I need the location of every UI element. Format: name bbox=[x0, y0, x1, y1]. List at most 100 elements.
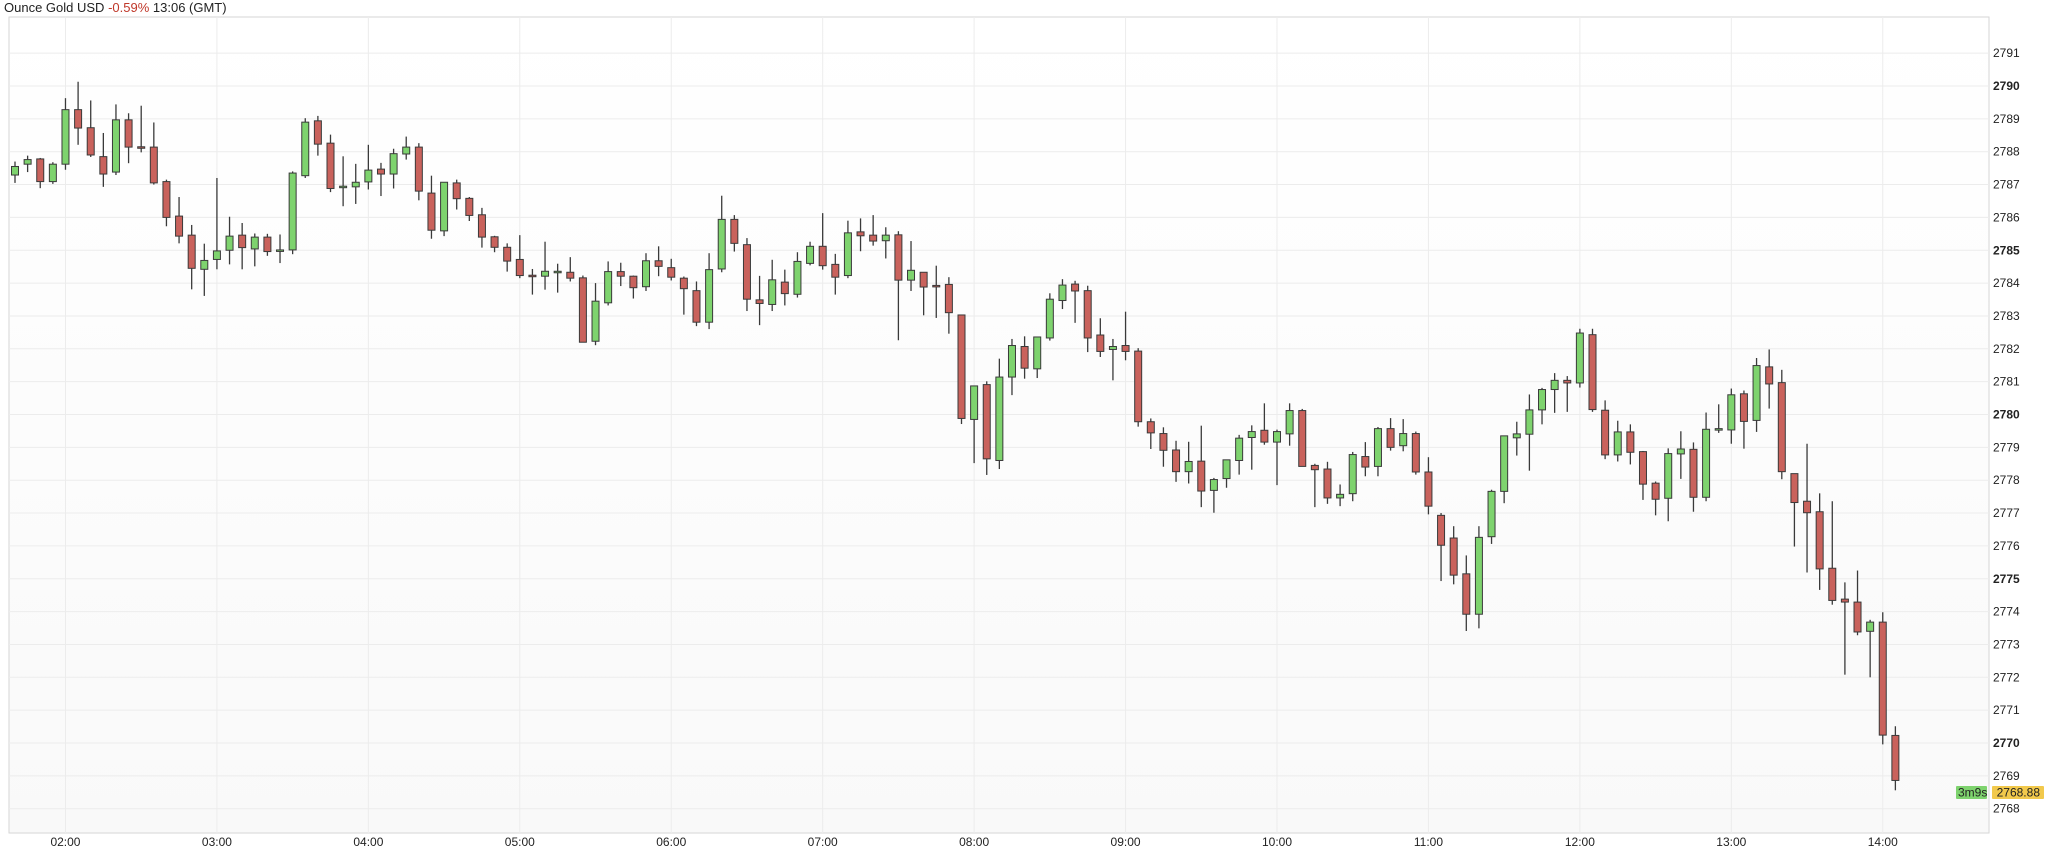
candle bbox=[1891, 726, 1900, 791]
candle bbox=[856, 218, 865, 252]
candle bbox=[541, 241, 550, 290]
candle bbox=[111, 104, 120, 176]
candle-body-down bbox=[1765, 366, 1774, 385]
candle-body-down bbox=[313, 120, 322, 145]
candle-body-up bbox=[1285, 410, 1294, 435]
candle bbox=[1714, 404, 1723, 433]
candle-body-up bbox=[440, 181, 449, 232]
candle bbox=[238, 222, 247, 270]
candle bbox=[1866, 619, 1875, 678]
candle-body-up bbox=[1033, 336, 1042, 370]
candle bbox=[187, 224, 196, 290]
candle bbox=[881, 227, 890, 259]
candle-body-up bbox=[705, 269, 714, 323]
candle-body-up bbox=[364, 169, 373, 183]
candle-body-up bbox=[604, 271, 613, 304]
candle bbox=[869, 215, 878, 246]
candle-body-down bbox=[1828, 567, 1837, 601]
candle-body-up bbox=[642, 260, 650, 288]
candle-body-up bbox=[1058, 284, 1067, 302]
candle-body-up bbox=[1752, 365, 1761, 421]
candle bbox=[440, 181, 449, 237]
candle bbox=[477, 207, 486, 248]
candle bbox=[1538, 387, 1547, 425]
candle-body-up bbox=[1474, 536, 1483, 615]
candle bbox=[23, 155, 32, 173]
candle-body-down bbox=[1638, 451, 1647, 485]
candle bbox=[1361, 442, 1370, 477]
candle-body-up bbox=[1866, 621, 1875, 632]
candle bbox=[919, 271, 928, 316]
candle bbox=[1651, 481, 1660, 516]
candle-body-down bbox=[477, 214, 486, 238]
candle-body-up bbox=[541, 270, 550, 277]
candle-body-down bbox=[780, 281, 789, 295]
chart-header: Ounce Gold USD -0.59% 13:06 (GMT) bbox=[4, 0, 227, 15]
candle-body-down bbox=[730, 218, 739, 244]
candle-body-down bbox=[238, 234, 247, 249]
current-price-label: 2768.88 bbox=[1997, 786, 2041, 800]
candle bbox=[414, 143, 423, 201]
candle-body-up bbox=[1209, 479, 1218, 491]
candle-body-up bbox=[1714, 428, 1723, 431]
last-update-time: 13:06 (GMT) bbox=[152, 0, 227, 15]
candle bbox=[137, 105, 146, 153]
candle bbox=[1020, 336, 1029, 379]
candle-body-up bbox=[768, 279, 777, 305]
candle bbox=[1285, 403, 1294, 446]
candle-body-down bbox=[490, 236, 499, 248]
candle bbox=[1638, 450, 1647, 500]
candle-body-up bbox=[288, 172, 297, 251]
candle-body-down bbox=[414, 146, 423, 192]
candle-body-down bbox=[427, 192, 436, 231]
candle bbox=[74, 81, 83, 145]
candle bbox=[604, 261, 613, 306]
candle bbox=[175, 197, 184, 244]
candle-body-down bbox=[137, 146, 146, 149]
candle bbox=[402, 136, 411, 160]
x-tick-label: 11:00 bbox=[1414, 835, 1443, 849]
candle bbox=[86, 100, 95, 157]
candle bbox=[1878, 612, 1887, 745]
x-tick-label: 06:00 bbox=[656, 835, 686, 849]
candle bbox=[1840, 582, 1849, 675]
candle-body-down bbox=[1134, 350, 1143, 423]
y-tick-label: 2790 bbox=[1993, 79, 2020, 93]
candles bbox=[11, 81, 1900, 791]
candle bbox=[452, 179, 461, 210]
candle-body-down bbox=[1739, 393, 1748, 422]
candle bbox=[427, 175, 436, 239]
candle bbox=[1424, 457, 1433, 515]
y-tick-label: 2782 bbox=[1993, 342, 2020, 356]
candle-body-up bbox=[843, 232, 852, 277]
y-tick-label: 2789 bbox=[1993, 112, 2020, 126]
candle-body-up bbox=[717, 218, 726, 270]
candle-body-down bbox=[1121, 345, 1130, 352]
candle bbox=[1298, 408, 1307, 467]
candle bbox=[578, 275, 587, 343]
candle-body-down bbox=[944, 283, 953, 314]
candle bbox=[528, 268, 537, 295]
y-tick-label: 2770 bbox=[1993, 736, 2020, 750]
candle bbox=[1512, 421, 1521, 456]
candle bbox=[957, 314, 966, 425]
candle-body-down bbox=[566, 271, 575, 279]
candle-body-down bbox=[1096, 334, 1105, 352]
candle bbox=[1247, 425, 1256, 470]
candle bbox=[276, 234, 285, 264]
candle-body-up bbox=[1702, 428, 1711, 498]
candle-body-down bbox=[578, 277, 587, 343]
candle-body-up bbox=[1512, 433, 1521, 439]
candle-body-up bbox=[1664, 453, 1673, 499]
candle bbox=[755, 275, 764, 326]
candle-body-down bbox=[1588, 334, 1597, 411]
candle bbox=[212, 177, 221, 270]
candle bbox=[1197, 425, 1206, 508]
candle bbox=[1096, 318, 1105, 358]
candle bbox=[970, 385, 979, 464]
candle bbox=[1752, 357, 1761, 432]
candle bbox=[162, 179, 171, 227]
candle bbox=[717, 195, 726, 273]
x-tick-label: 14:00 bbox=[1868, 835, 1898, 849]
